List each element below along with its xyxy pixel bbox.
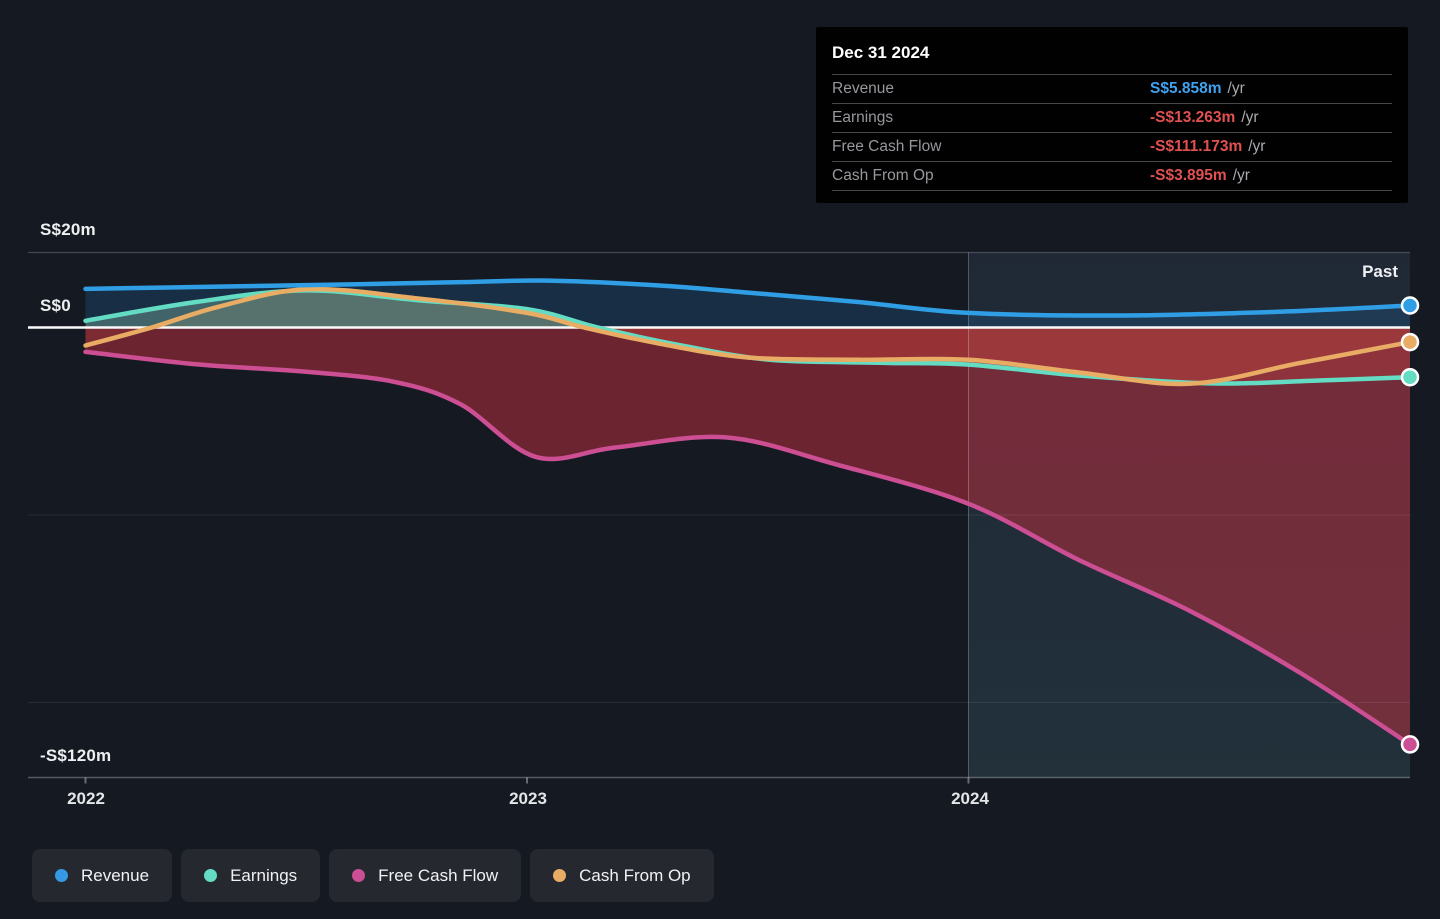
y-axis-label-zero: S$0 (40, 296, 71, 315)
tooltip-row-free-cash-flow: Free Cash Flow -S$111.173m /yr (832, 132, 1392, 161)
tooltip-value-revenue: S$5.858m (1150, 80, 1222, 97)
x-axis-label-2022: 2022 (67, 789, 105, 808)
tooltip-suffix-free-cash-flow: /yr (1248, 138, 1266, 155)
cash-from-op-endpoint-dot[interactable] (1400, 332, 1420, 352)
revenue-line (83, 278, 1413, 318)
tooltip-value-free-cash-flow: -S$111.173m (1150, 138, 1243, 155)
legend-label-free-cash-flow: Free Cash Flow (378, 865, 499, 885)
free-cash-flow-line (83, 349, 1413, 747)
x-axis-label-2024: 2024 (951, 789, 989, 808)
free-cash-flow-area-negative (85, 327, 1410, 745)
tooltip-label-revenue: Revenue (832, 80, 895, 97)
legend-item-cash-from-op[interactable]: Cash From Op (530, 849, 714, 902)
past-region-label: Past (1362, 262, 1398, 281)
legend-dot-cash-from-op-icon (553, 869, 567, 882)
y-axis-label-bottom: -S$120m (40, 746, 112, 765)
legend-label-cash-from-op: Cash From Op (579, 865, 691, 885)
legend-label-earnings: Earnings (230, 865, 298, 885)
free-cash-flow-endpoint-dot[interactable] (1400, 735, 1420, 754)
x-axis-label-2023: 2023 (509, 789, 547, 808)
tooltip-suffix-cash-from-op: /yr (1232, 167, 1250, 184)
earnings-endpoint-dot[interactable] (1400, 367, 1420, 387)
tooltip-row-cash-from-op: Cash From Op -S$3.895m /yr (832, 161, 1392, 190)
tooltip-value-cash-from-op: -S$3.895m (1150, 167, 1227, 184)
chart-tooltip: Dec 31 2024 Revenue S$5.858m /yr Earning… (816, 27, 1408, 203)
legend-dot-earnings-icon (204, 869, 218, 882)
legend-item-revenue[interactable]: Revenue (32, 849, 173, 902)
x-axis-tick-2023 (526, 777, 528, 784)
revenue-endpoint-dot[interactable] (1400, 296, 1420, 315)
legend-item-earnings[interactable]: Earnings (181, 849, 321, 902)
legend-dot-revenue-icon (55, 869, 68, 882)
y-axis-label-top: S$20m (40, 220, 96, 239)
tooltip-row-earnings: Earnings -S$13.263m /yr (832, 103, 1392, 132)
tooltip-suffix-earnings: /yr (1241, 109, 1259, 126)
tooltip-date-title: Dec 31 2024 (832, 43, 930, 62)
tooltip-value-earnings: -S$13.263m (1150, 109, 1236, 126)
tooltip-suffix-revenue: /yr (1227, 80, 1245, 97)
cash-from-op-line (83, 286, 1413, 387)
earnings-area-positive (85, 290, 1410, 328)
tooltip-rows: Revenue S$5.858m /yr Earnings -S$13.263m… (832, 74, 1392, 191)
tooltip-label-cash-from-op: Cash From Op (832, 167, 934, 184)
tooltip-row-revenue: Revenue S$5.858m /yr (832, 74, 1392, 103)
x-axis-tick-2022 (84, 777, 87, 784)
tooltip-label-free-cash-flow: Free Cash Flow (832, 138, 942, 155)
chart-legend: Revenue Earnings Free Cash Flow Cash Fro… (32, 849, 714, 902)
tooltip-label-earnings: Earnings (832, 109, 894, 126)
legend-label-revenue: Revenue (81, 865, 150, 885)
legend-dot-free-cash-flow-icon (352, 869, 366, 882)
x-axis-tick-2024 (967, 777, 970, 784)
legend-item-free-cash-flow[interactable]: Free Cash Flow (329, 849, 522, 902)
